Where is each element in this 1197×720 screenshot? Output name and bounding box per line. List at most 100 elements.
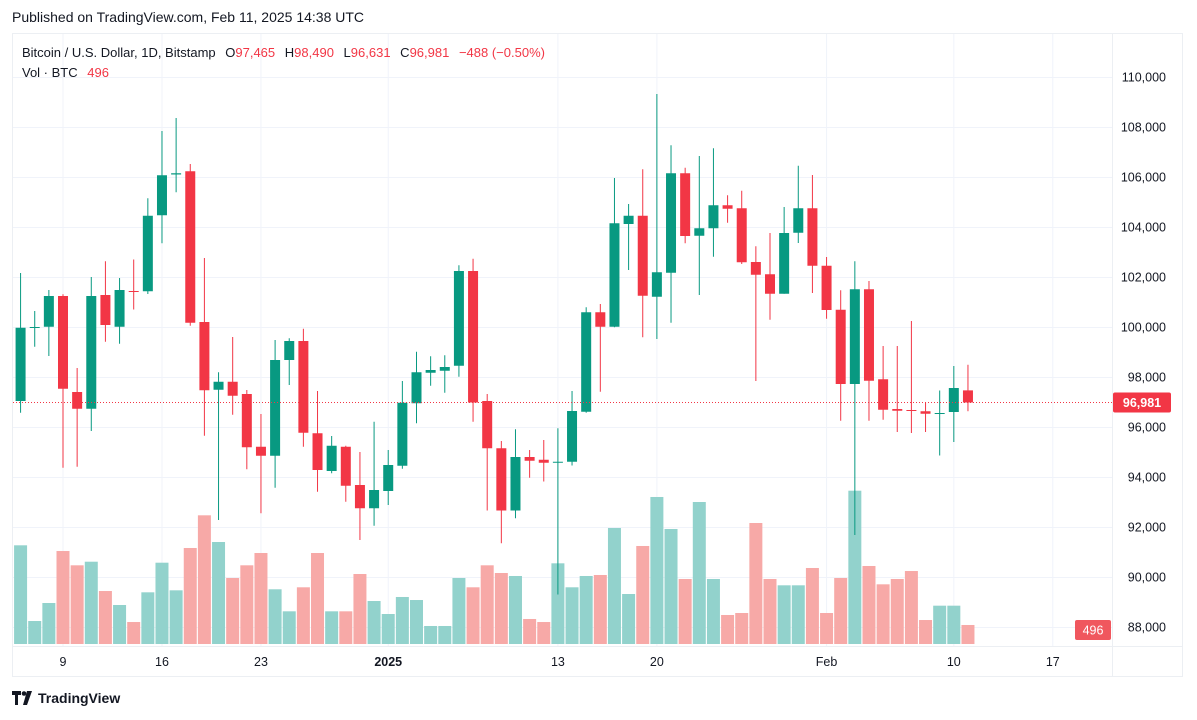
volume-bar: [805, 567, 819, 644]
tradingview-logo-icon: [12, 691, 32, 705]
time-tick-label: 2025: [374, 655, 402, 669]
volume-bar: [890, 578, 904, 644]
candle-body: [906, 410, 917, 411]
volume-bar: [410, 600, 423, 644]
candle-body: [765, 274, 775, 294]
time-axis[interactable]: 9 16 23 2025 13 20 Feb 10 17: [60, 655, 1060, 669]
open-label: O: [225, 45, 236, 60]
candle-body: [524, 457, 535, 461]
brand-name: TradingView: [38, 690, 121, 706]
volume-label[interactable]: Vol · BTC: [22, 65, 78, 80]
candle-body: [1, 366, 11, 404]
volume-bar: [678, 578, 692, 644]
volume-bar: [551, 563, 565, 644]
candle-body: [637, 215, 648, 296]
plot-area: [0, 94, 975, 644]
price-tick-label: 106,000: [1121, 171, 1166, 185]
price-tick-label: 98,000: [1128, 371, 1166, 385]
close-label: C: [400, 45, 410, 60]
candle-body: [595, 312, 606, 327]
volume-bar: [197, 515, 211, 644]
candle-body: [100, 295, 111, 325]
candle-body: [581, 312, 592, 412]
volume-bar: [947, 605, 961, 644]
volume-value: 496: [87, 65, 109, 80]
volume-bar: [749, 523, 763, 644]
volume-bar: [480, 565, 494, 644]
price-axis[interactable]: 110,000 108,000 106,000 104,000 102,000 100,0…: [1121, 71, 1166, 635]
volume-bar: [339, 611, 353, 644]
tradingview-brand[interactable]: TradingView: [12, 690, 120, 706]
close-value: 96,981: [409, 45, 450, 60]
candle-body: [920, 411, 931, 414]
volume-bar: [791, 585, 805, 644]
symbol-description[interactable]: Bitcoin / U.S. Dollar, 1D, Bitstamp: [22, 45, 216, 60]
candle-body: [199, 322, 210, 391]
time-tick-label: 16: [155, 655, 169, 669]
open-value: 97,465: [235, 45, 276, 60]
volume-bar: [565, 587, 579, 644]
volume-bar: [820, 613, 834, 644]
candle-body: [354, 485, 365, 509]
price-tick-label: 94,000: [1128, 471, 1166, 485]
candle-body: [807, 208, 818, 266]
chart-legend: Bitcoin / U.S. Dollar, 1D, Bitstamp O97,…: [22, 43, 545, 83]
volume-bar: [113, 604, 127, 644]
candle-body: [666, 173, 677, 273]
candle-body: [934, 413, 945, 414]
candle-body: [326, 445, 337, 471]
volume-bar: [367, 601, 381, 644]
candle-body: [694, 228, 705, 236]
last-price-label: 96,981: [1123, 396, 1161, 410]
volume-bar: [452, 577, 466, 644]
candle-body: [468, 271, 479, 403]
volume-bar: [933, 605, 947, 644]
volume-bar: [494, 573, 508, 644]
volume-bar: [183, 547, 197, 644]
candle-body: [892, 409, 903, 411]
candle-body: [708, 205, 719, 229]
candle-body: [156, 175, 167, 216]
candle-body: [397, 402, 408, 466]
legend-volume-row: Vol · BTC 496: [22, 63, 545, 83]
volume-bars: [0, 364, 975, 644]
volume-bar: [0, 364, 13, 644]
last-price-tag: 96,981: [1113, 392, 1171, 413]
volume-bar: [84, 561, 98, 644]
candle-body: [496, 448, 507, 511]
candles: [1, 94, 973, 595]
legend-ohlc-row: Bitcoin / U.S. Dollar, 1D, Bitstamp O97,…: [22, 43, 545, 63]
candle-body: [340, 446, 351, 486]
volume-bar: [127, 622, 141, 644]
candle-body: [453, 271, 464, 366]
volume-bar: [904, 571, 918, 644]
volume-bar: [650, 496, 664, 644]
candle-body: [948, 388, 959, 412]
candle-body: [29, 327, 40, 328]
candle-body: [171, 173, 182, 175]
volume-bar: [777, 585, 791, 644]
candle-body: [383, 465, 394, 491]
volume-bar: [721, 614, 735, 644]
candle-body: [58, 296, 68, 389]
time-tick-label: 20: [650, 655, 664, 669]
time-tick-label: 10: [947, 655, 961, 669]
candle-body: [552, 461, 563, 463]
candle-body: [425, 370, 436, 373]
volume-bar: [735, 613, 749, 644]
candle-body: [298, 341, 309, 433]
price-tick-label: 88,000: [1128, 621, 1166, 635]
volume-bar: [834, 577, 848, 644]
volume-bar: [664, 528, 678, 644]
time-tick-label: 9: [60, 655, 67, 669]
volume-bar: [438, 625, 452, 644]
candle-body: [722, 205, 733, 209]
volume-bar: [763, 578, 777, 644]
candle-body: [736, 208, 747, 263]
candle-body: [567, 411, 578, 462]
volume-bar: [537, 622, 551, 644]
time-tick-label: 23: [254, 655, 268, 669]
candle-body: [793, 208, 804, 233]
candle-body: [510, 457, 521, 511]
